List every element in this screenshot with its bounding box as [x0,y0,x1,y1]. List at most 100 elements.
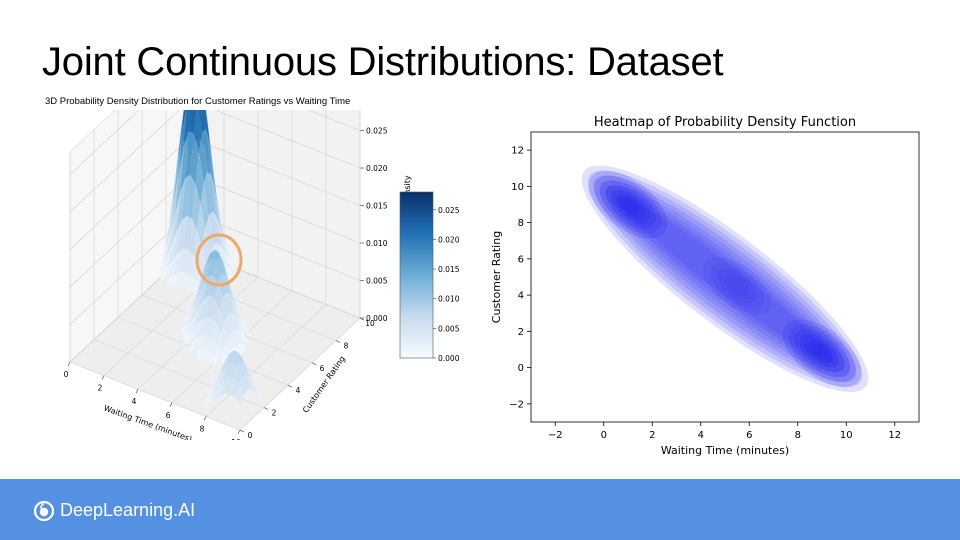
contour-peak [611,190,645,219]
surface-patch [227,256,237,270]
z-tick-label: 0.010 [366,239,388,248]
x-axis-title: Waiting Time (minutes) [102,403,193,440]
contour-level [610,190,840,368]
surface-patch [235,384,244,404]
deeplearning-ai-logo-icon [34,500,54,521]
x-tick [237,429,241,435]
surface-patch [178,215,187,253]
y-tick-label: 4 [518,291,524,302]
contour-peak [600,180,656,229]
surface-patch [173,220,182,260]
y-tick-label: −2 [509,399,524,410]
surface-patch [249,376,258,395]
surface-patch [195,298,205,326]
surface-patch [183,110,191,147]
surface-patch [220,246,230,268]
surface-patch [216,257,225,274]
y-tick [239,429,245,433]
surface-patch [242,324,251,336]
surface-patch [215,362,225,382]
surface-patch [212,211,221,247]
surface-patch [222,354,231,374]
surface-patch [198,110,206,132]
surface-patch [224,314,233,336]
colorbar-tick-label: 0.015 [438,265,460,274]
colorbar: 0.000 0.005 0.010 0.015 0.020 0.025 [399,191,460,363]
surface-patch [205,295,215,318]
contour-level [605,185,845,373]
contour-level [587,170,863,388]
surface-patch [229,331,238,348]
contour-peak [703,257,772,316]
surface-plot-3d: 024681002468100.0000.0050.0100.0150.0200… [64,110,460,440]
y-tick-label: 0 [518,363,524,374]
x-tick-label: 2 [98,384,103,393]
surface-patch [206,249,215,266]
y-tick-label: 6 [518,254,524,265]
contour-peak [588,170,668,239]
surface-patch [169,252,179,277]
surface-patch [227,312,237,332]
surface-patch [224,251,233,269]
surface-patch [187,325,196,344]
surface-patch [210,387,219,406]
surface-patch [177,110,185,167]
z-tick-label: 0.025 [366,127,388,136]
surface-patch [223,363,233,381]
contour-peak [724,275,750,297]
surface-patch [176,178,186,232]
surface-patch [228,281,238,311]
surface-patch [256,388,265,401]
grid-line [69,110,361,213]
surface-plot-title: 3D Probability Density Distribution for … [45,96,351,107]
surface-patch [191,183,201,230]
z-tick-label: 0.015 [366,202,388,211]
x-tick-label: 0 [601,430,607,441]
surface-patch [205,216,214,253]
surface-patch [195,152,204,204]
surface-patch [186,174,196,219]
surface-patch [210,373,220,390]
y-tick-label: 6 [320,364,325,373]
surface-patch [233,301,243,325]
surface-patch [174,248,184,274]
x-tick-label: 4 [132,397,137,406]
surface-patch [201,228,211,263]
surface-patch [239,353,248,370]
surface-patch [166,273,175,288]
y-tick-label: 2 [518,327,524,338]
surface-patch [225,273,234,302]
heatmap-chart: Heatmap of Probability Density Function … [490,115,920,457]
surface-patch [233,367,243,385]
contour-peak [805,338,839,368]
surface-patch [222,342,231,359]
y-tick-label: 4 [296,386,301,395]
surface-patch [182,110,186,130]
surface-patch [235,353,245,364]
surface-patch [190,306,200,333]
contour-band [581,165,869,393]
surface-patch [190,133,199,184]
y-tick-label: 8 [344,341,349,350]
plot-frame [530,131,920,423]
x-tick-label: 10 [840,430,853,441]
surface-patch [179,248,189,272]
surface-patch [183,215,192,250]
surface-patch [170,172,179,234]
x-tick [67,361,71,367]
surface-patch [164,259,174,280]
surface-patch [218,351,228,364]
surface-patch [184,311,193,332]
surface-patch [202,316,211,336]
surface-patch [205,394,214,410]
footer-bar [0,479,960,540]
surface-patch [244,363,253,383]
surface-patch [225,266,235,278]
x-tick-label: 8 [200,424,205,433]
surface-patch [175,146,184,214]
y-tick [311,362,317,366]
x-axis-label: Waiting Time (minutes) [661,444,789,457]
surface-patch [192,319,201,341]
surface-patch [234,344,243,357]
z-tick-label: 0.000 [366,314,388,323]
